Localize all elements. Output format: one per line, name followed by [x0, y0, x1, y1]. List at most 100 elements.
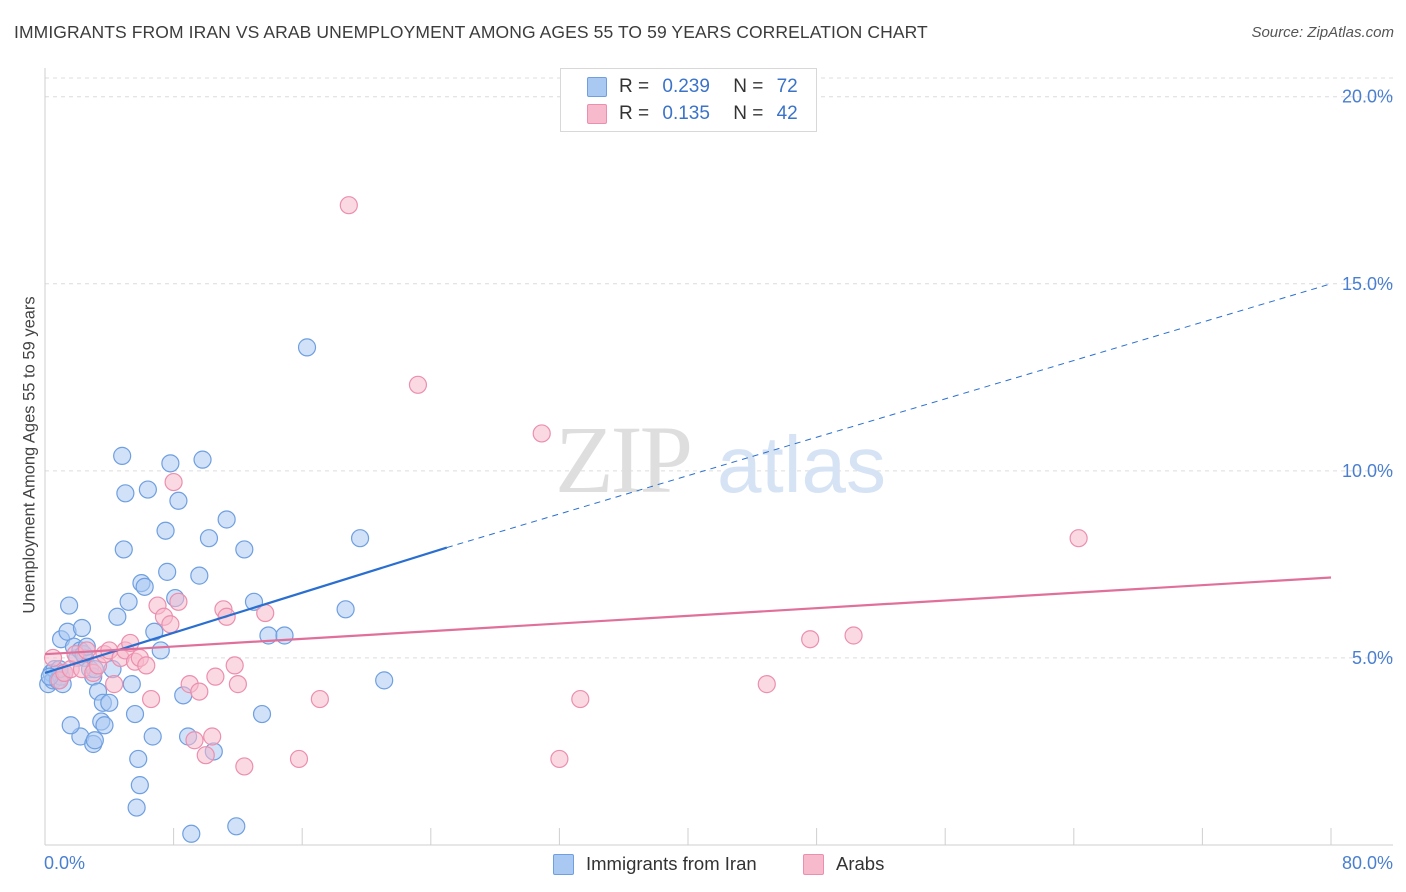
point-iran	[143, 727, 162, 746]
legend-n-value-iran: 72	[776, 76, 798, 97]
point-iran	[252, 704, 272, 724]
series-legend: Immigrants from Iran Arabs	[0, 852, 1406, 878]
x-tick-label-max: 80.0%	[1342, 853, 1393, 873]
watermark-zip: ZIP	[555, 406, 690, 513]
legend-n-value-arabs: 42	[776, 103, 798, 124]
legend-r-value-iran: 0.239	[662, 76, 710, 97]
x-tick-label-min: 0.0%	[44, 853, 85, 873]
point-iran	[138, 480, 157, 499]
series-iran-points	[39, 338, 394, 843]
point-arabs	[757, 675, 776, 694]
point-arabs	[206, 667, 225, 686]
source-label: Source: ZipAtlas.com	[1251, 24, 1394, 41]
point-iran	[129, 749, 148, 769]
point-iran	[161, 454, 180, 473]
point-arabs	[408, 375, 428, 394]
point-iran	[119, 592, 138, 611]
point-arabs	[801, 630, 820, 649]
point-iran	[72, 618, 92, 638]
series-arab-points	[43, 196, 1088, 776]
point-iran	[182, 824, 201, 843]
point-iran	[151, 641, 170, 660]
chart-title: IMMIGRANTS FROM IRAN VS ARAB UNEMPLOYMEN…	[14, 22, 928, 42]
axes	[44, 68, 1393, 846]
legend-label-arabs: Arabs	[836, 853, 885, 874]
point-arabs	[289, 749, 309, 769]
point-iran	[336, 600, 355, 619]
point-arabs	[571, 689, 590, 709]
point-arabs	[185, 731, 204, 750]
point-iran	[190, 566, 209, 585]
trend-line-iran	[44, 546, 448, 674]
point-iran	[275, 626, 294, 645]
point-iran	[350, 529, 370, 548]
point-iran	[85, 731, 104, 750]
point-iran	[60, 596, 79, 615]
trend-lines	[44, 283, 1332, 674]
point-arabs	[105, 675, 124, 694]
legend-swatch-arabs	[587, 104, 607, 124]
point-arabs	[161, 615, 180, 634]
x-tick-labels: 0.0% 80.0%	[44, 853, 1393, 873]
point-arabs	[1069, 529, 1088, 548]
point-iran	[114, 540, 133, 559]
y-tick-label: 20.0%	[1342, 87, 1393, 107]
point-iran	[375, 671, 394, 690]
point-iran	[100, 693, 119, 712]
point-iran	[122, 675, 141, 694]
point-iran	[156, 521, 175, 540]
point-iran	[199, 529, 219, 548]
point-iran	[116, 484, 135, 503]
correlation-legend: R = 0.239 N = 72 R = 0.135 N = 42	[560, 68, 817, 132]
point-iran	[235, 540, 254, 559]
legend-r-value-arabs: 0.135	[662, 103, 710, 124]
trend-line-arabs	[44, 576, 1332, 656]
point-arabs	[844, 626, 863, 645]
legend-r-label: R =	[619, 76, 650, 97]
point-arabs	[190, 682, 209, 701]
y-tick-label: 5.0%	[1352, 648, 1393, 668]
legend-swatch-arabs	[803, 853, 824, 875]
point-iran	[127, 798, 146, 817]
point-iran	[135, 577, 154, 596]
legend-item-arabs[interactable]: Arabs	[803, 852, 884, 876]
grid	[45, 77, 1393, 659]
point-iran	[108, 607, 127, 626]
point-iran	[158, 562, 177, 581]
point-arabs	[137, 656, 156, 675]
point-iran	[297, 338, 317, 357]
point-arabs	[310, 689, 329, 709]
point-arabs	[43, 648, 63, 668]
legend-n-label: N =	[733, 103, 764, 124]
legend-n-label: N =	[733, 76, 764, 97]
legend-swatch-iran	[553, 853, 574, 875]
y-tick-label: 10.0%	[1342, 461, 1393, 481]
point-iran	[130, 776, 149, 795]
watermark: ZIP atlas	[555, 406, 886, 513]
point-arabs	[203, 727, 222, 746]
watermark-atlas: atlas	[717, 420, 886, 509]
point-iran	[227, 817, 246, 836]
point-iran	[193, 450, 212, 469]
legend-item-iran[interactable]: Immigrants from Iran	[553, 852, 757, 876]
point-arabs	[169, 592, 188, 611]
point-arabs	[235, 757, 254, 776]
point-iran	[95, 716, 114, 735]
point-iran	[217, 510, 236, 529]
point-iran	[113, 446, 132, 465]
point-arabs	[532, 424, 551, 443]
y-tick-labels: 5.0% 10.0% 15.0% 20.0%	[1342, 87, 1393, 668]
point-iran	[61, 716, 80, 735]
legend-r-label: R =	[619, 103, 650, 124]
point-arabs	[339, 196, 358, 215]
point-arabs	[228, 675, 247, 694]
point-arabs	[141, 689, 161, 709]
point-arabs	[550, 749, 569, 769]
point-iran	[169, 491, 188, 510]
legend-label-iran: Immigrants from Iran	[586, 853, 757, 874]
point-arabs	[225, 656, 244, 675]
point-iran	[125, 704, 145, 724]
legend-swatch-iran	[587, 77, 607, 97]
point-arabs	[164, 472, 183, 492]
